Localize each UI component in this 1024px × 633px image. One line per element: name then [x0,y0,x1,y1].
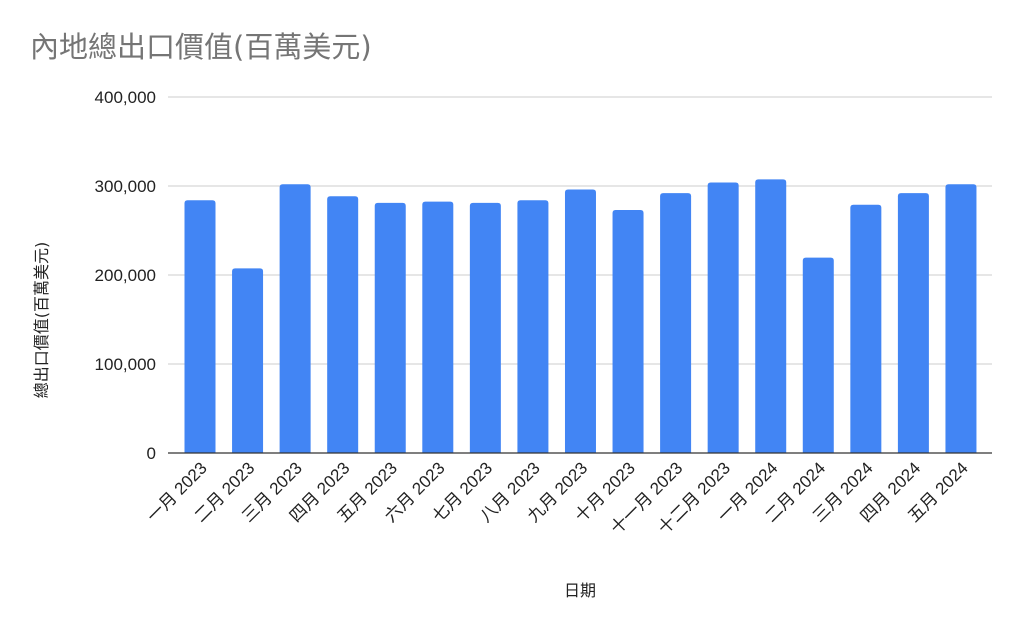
bar [707,182,739,453]
bar [327,196,359,454]
bar [897,193,929,453]
bar [422,201,454,453]
y-tick-label: 100,000 [95,355,156,374]
bar [232,268,264,453]
chart-title: 內地總出口價值(百萬美元) [30,30,372,64]
bar [945,184,977,453]
bar [612,210,644,453]
bar [564,189,596,453]
bar [755,179,787,453]
bar [279,184,311,453]
bar [184,200,216,453]
y-tick-label: 300,000 [95,177,156,196]
y-axis-label: 總出口價值(百萬美元) [32,242,51,399]
bar [517,200,549,453]
x-axis-label: 日期 [564,581,596,600]
y-tick-label: 0 [147,444,156,463]
y-tick-label: 400,000 [95,88,156,107]
bar [660,193,692,453]
bar [802,257,834,453]
bar [374,202,406,453]
y-tick-label: 200,000 [95,266,156,285]
bar [850,204,882,453]
bar [469,202,501,453]
